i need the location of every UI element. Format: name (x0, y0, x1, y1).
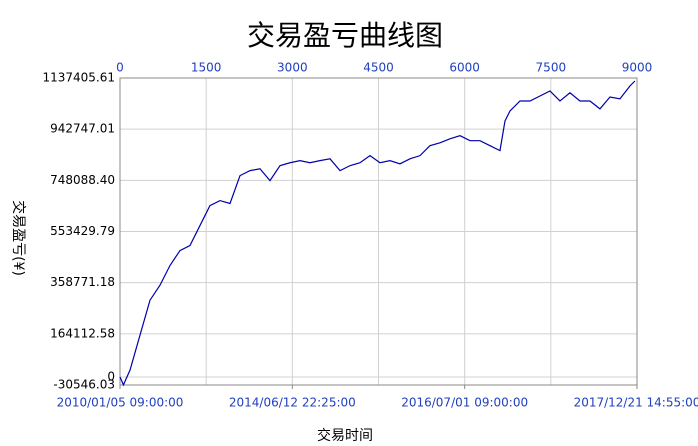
x-tick-label-top: 0 (116, 61, 124, 75)
y-tick-label: 164112.58 (50, 326, 115, 340)
plot-frame (119, 77, 638, 386)
x-tick-label-top: 7500 (536, 61, 567, 75)
x-axis-label: 交易时间 (317, 427, 373, 444)
y-tick-label: 942747.01 (50, 122, 115, 136)
x-tick-label-bottom: 2010/01/05 09:00:00 (57, 396, 184, 410)
y-tick-label: 358771.18 (50, 275, 115, 289)
x-tick-label-top: 9000 (622, 61, 653, 75)
x-tick-label-top: 4500 (363, 61, 394, 75)
y-tick-label: 1137405.61 (42, 71, 115, 85)
x-tick-label-bottom: 2014/06/12 22:25:00 (229, 396, 356, 410)
x-tick-label-bottom: 2017/12/21 14:55:00 (574, 396, 698, 410)
line (119, 80, 636, 387)
x-tick-label-top: 3000 (277, 61, 308, 75)
y-tick-label: 748088.40 (50, 173, 115, 187)
x-tick-label-bottom: 2016/07/01 09:00:00 (401, 396, 528, 410)
y-axis-label: 交易盈亏(¥) (10, 200, 27, 276)
y-tick-label: 0 (107, 369, 115, 383)
x-tick-label-top: 1500 (191, 61, 222, 75)
chart-title: 交易盈亏曲线图 (247, 19, 443, 52)
y-tick-label: -30546.03 (53, 378, 115, 392)
y-tick-label: 553429.79 (50, 224, 115, 238)
x-tick-label-top: 6000 (449, 61, 480, 75)
